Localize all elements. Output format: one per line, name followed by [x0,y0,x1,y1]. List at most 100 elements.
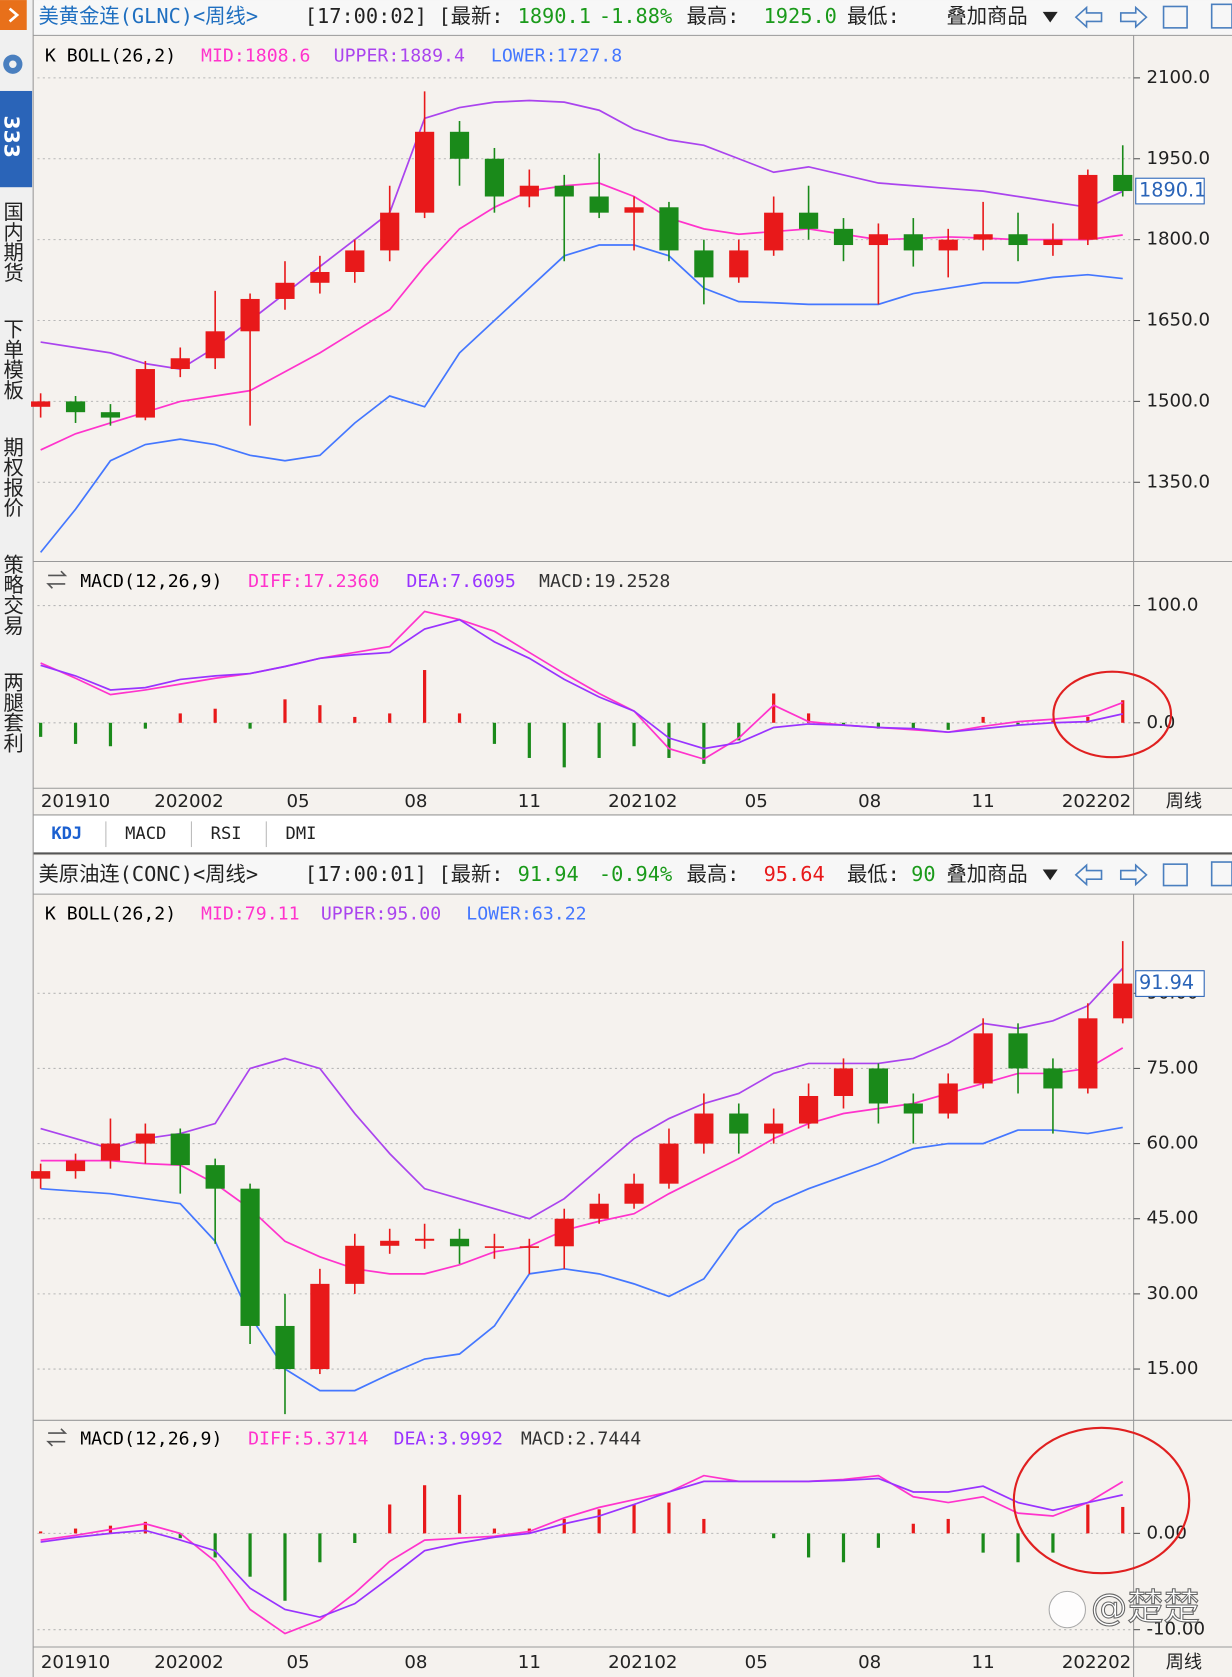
sidebar-item[interactable]: 期权报价 [0,436,24,517]
candle-body [694,250,714,278]
sidebar-item[interactable]: 策略交易 [0,554,24,636]
highlight-circle [1052,670,1173,759]
window-button[interactable] [1210,3,1232,29]
candle-body [1043,239,1063,246]
candle-body [868,1068,888,1104]
candle-body [310,271,330,283]
dropdown-arrow[interactable] [1042,11,1058,23]
candle-body [798,1095,819,1124]
layout-button[interactable] [1162,863,1188,887]
candle-body [1113,174,1133,192]
candle-body [519,185,539,197]
header-time: [17:00:01] [305,862,427,886]
swap-icon [46,570,68,589]
sidebar-toggle[interactable] [0,0,27,31]
watermark-logo [1048,1590,1087,1629]
candle-body [415,131,435,213]
header-latest: 91.94 [518,862,579,886]
indicator-name: MACD(12,26,9) [80,571,222,592]
header-low-label: 最低: [847,4,900,28]
x-tick-label: 11 [972,791,995,812]
swap-icon [46,1428,68,1447]
y-tick-label: 1650.0 [1146,310,1210,331]
header-high-label: 最高: [687,4,740,28]
watermark: @楚楚 [1091,1586,1200,1629]
x-tick-label: 05 [287,1652,310,1673]
x-tick-label: 08 [404,1652,427,1673]
y-tick-label: 1950.0 [1146,148,1210,169]
sidebar-badge-bg[interactable] [0,90,33,188]
sidebar-item[interactable]: 两腿套利 [0,672,24,753]
back-button[interactable] [1074,863,1103,887]
dropdown-arrow[interactable] [1042,869,1058,881]
candle-body [415,1238,435,1241]
header-high: 95.64 [764,862,825,886]
x-tick-label: 202202 [1062,791,1131,812]
candle-body [240,1188,260,1326]
sidebar [0,0,34,1677]
candle-body [170,358,190,370]
back-button[interactable] [1074,5,1103,29]
candle-body [833,228,854,246]
legend-entry: DIFF:17.2360 [248,571,379,592]
candle-body [973,234,993,240]
candle-body [659,1143,679,1184]
toggle-arrow [8,7,20,23]
candle-body [903,234,923,251]
y-tick-label: -10.00 [1146,1619,1205,1640]
sidebar-item[interactable]: 下单模板 [0,319,24,400]
x-tick-label: 11 [518,1652,541,1673]
x-tick-label: 202002 [154,791,223,812]
x-tick-label: 05 [745,791,768,812]
candle-body [449,1238,470,1247]
window-button[interactable] [1210,861,1232,887]
forward-button[interactable] [1119,5,1148,29]
indicator-name: MACD(12,26,9) [80,1429,222,1450]
candle-body [1078,174,1098,240]
candle-body [205,331,225,359]
period-label: 周线 [1166,1652,1202,1673]
y-tick-label: 100.0 [1146,595,1198,616]
tab[interactable]: MACD [125,824,166,844]
tab[interactable]: RSI [211,824,242,844]
legend-entry: MID:79.11 [201,903,299,924]
tab[interactable]: DMI [286,824,317,844]
indicator-line [40,182,1123,451]
indicator-line [40,967,1124,1220]
last-price: 1890.1 [1139,179,1206,202]
sidebar-badge: 333 [0,116,24,158]
header-low-label: 最低: [847,862,900,886]
candle-body [345,1245,365,1284]
candle-body [275,1325,295,1370]
y-tick-label: 2100.0 [1146,67,1210,88]
candle-body [1078,1018,1098,1089]
indicator-line [40,1126,1123,1392]
x-tick-label: 08 [858,1652,881,1673]
header-high: 1925.0 [764,4,837,28]
candle-body [380,212,400,251]
layout-button[interactable] [1162,5,1188,29]
y-tick-label: 15.00 [1146,1358,1198,1379]
candle-body [100,1143,121,1161]
sidebar-item[interactable]: 国内期货 [0,201,24,282]
candle-body [764,1123,784,1134]
candle-body [170,1133,190,1166]
tab-bar [33,814,1232,854]
tab[interactable]: KDJ [51,824,82,844]
y-tick-label: 1800.0 [1146,229,1210,250]
indicator-name: K BOLL(26,2) [45,903,176,924]
x-tick-label: 11 [518,791,541,812]
candle-body [589,196,609,213]
x-tick-label: 08 [404,791,427,812]
candle-body [484,158,505,197]
forward-button[interactable] [1119,863,1148,887]
period-label: 周线 [1166,791,1202,812]
header-change: -0.94% [599,862,672,886]
header-time: [17:00:02] [305,4,427,28]
candle-body [380,1240,400,1246]
last-price-box [1135,177,1205,205]
candle-body [1043,1068,1063,1089]
y-tick-label: 45.00 [1146,1208,1198,1229]
